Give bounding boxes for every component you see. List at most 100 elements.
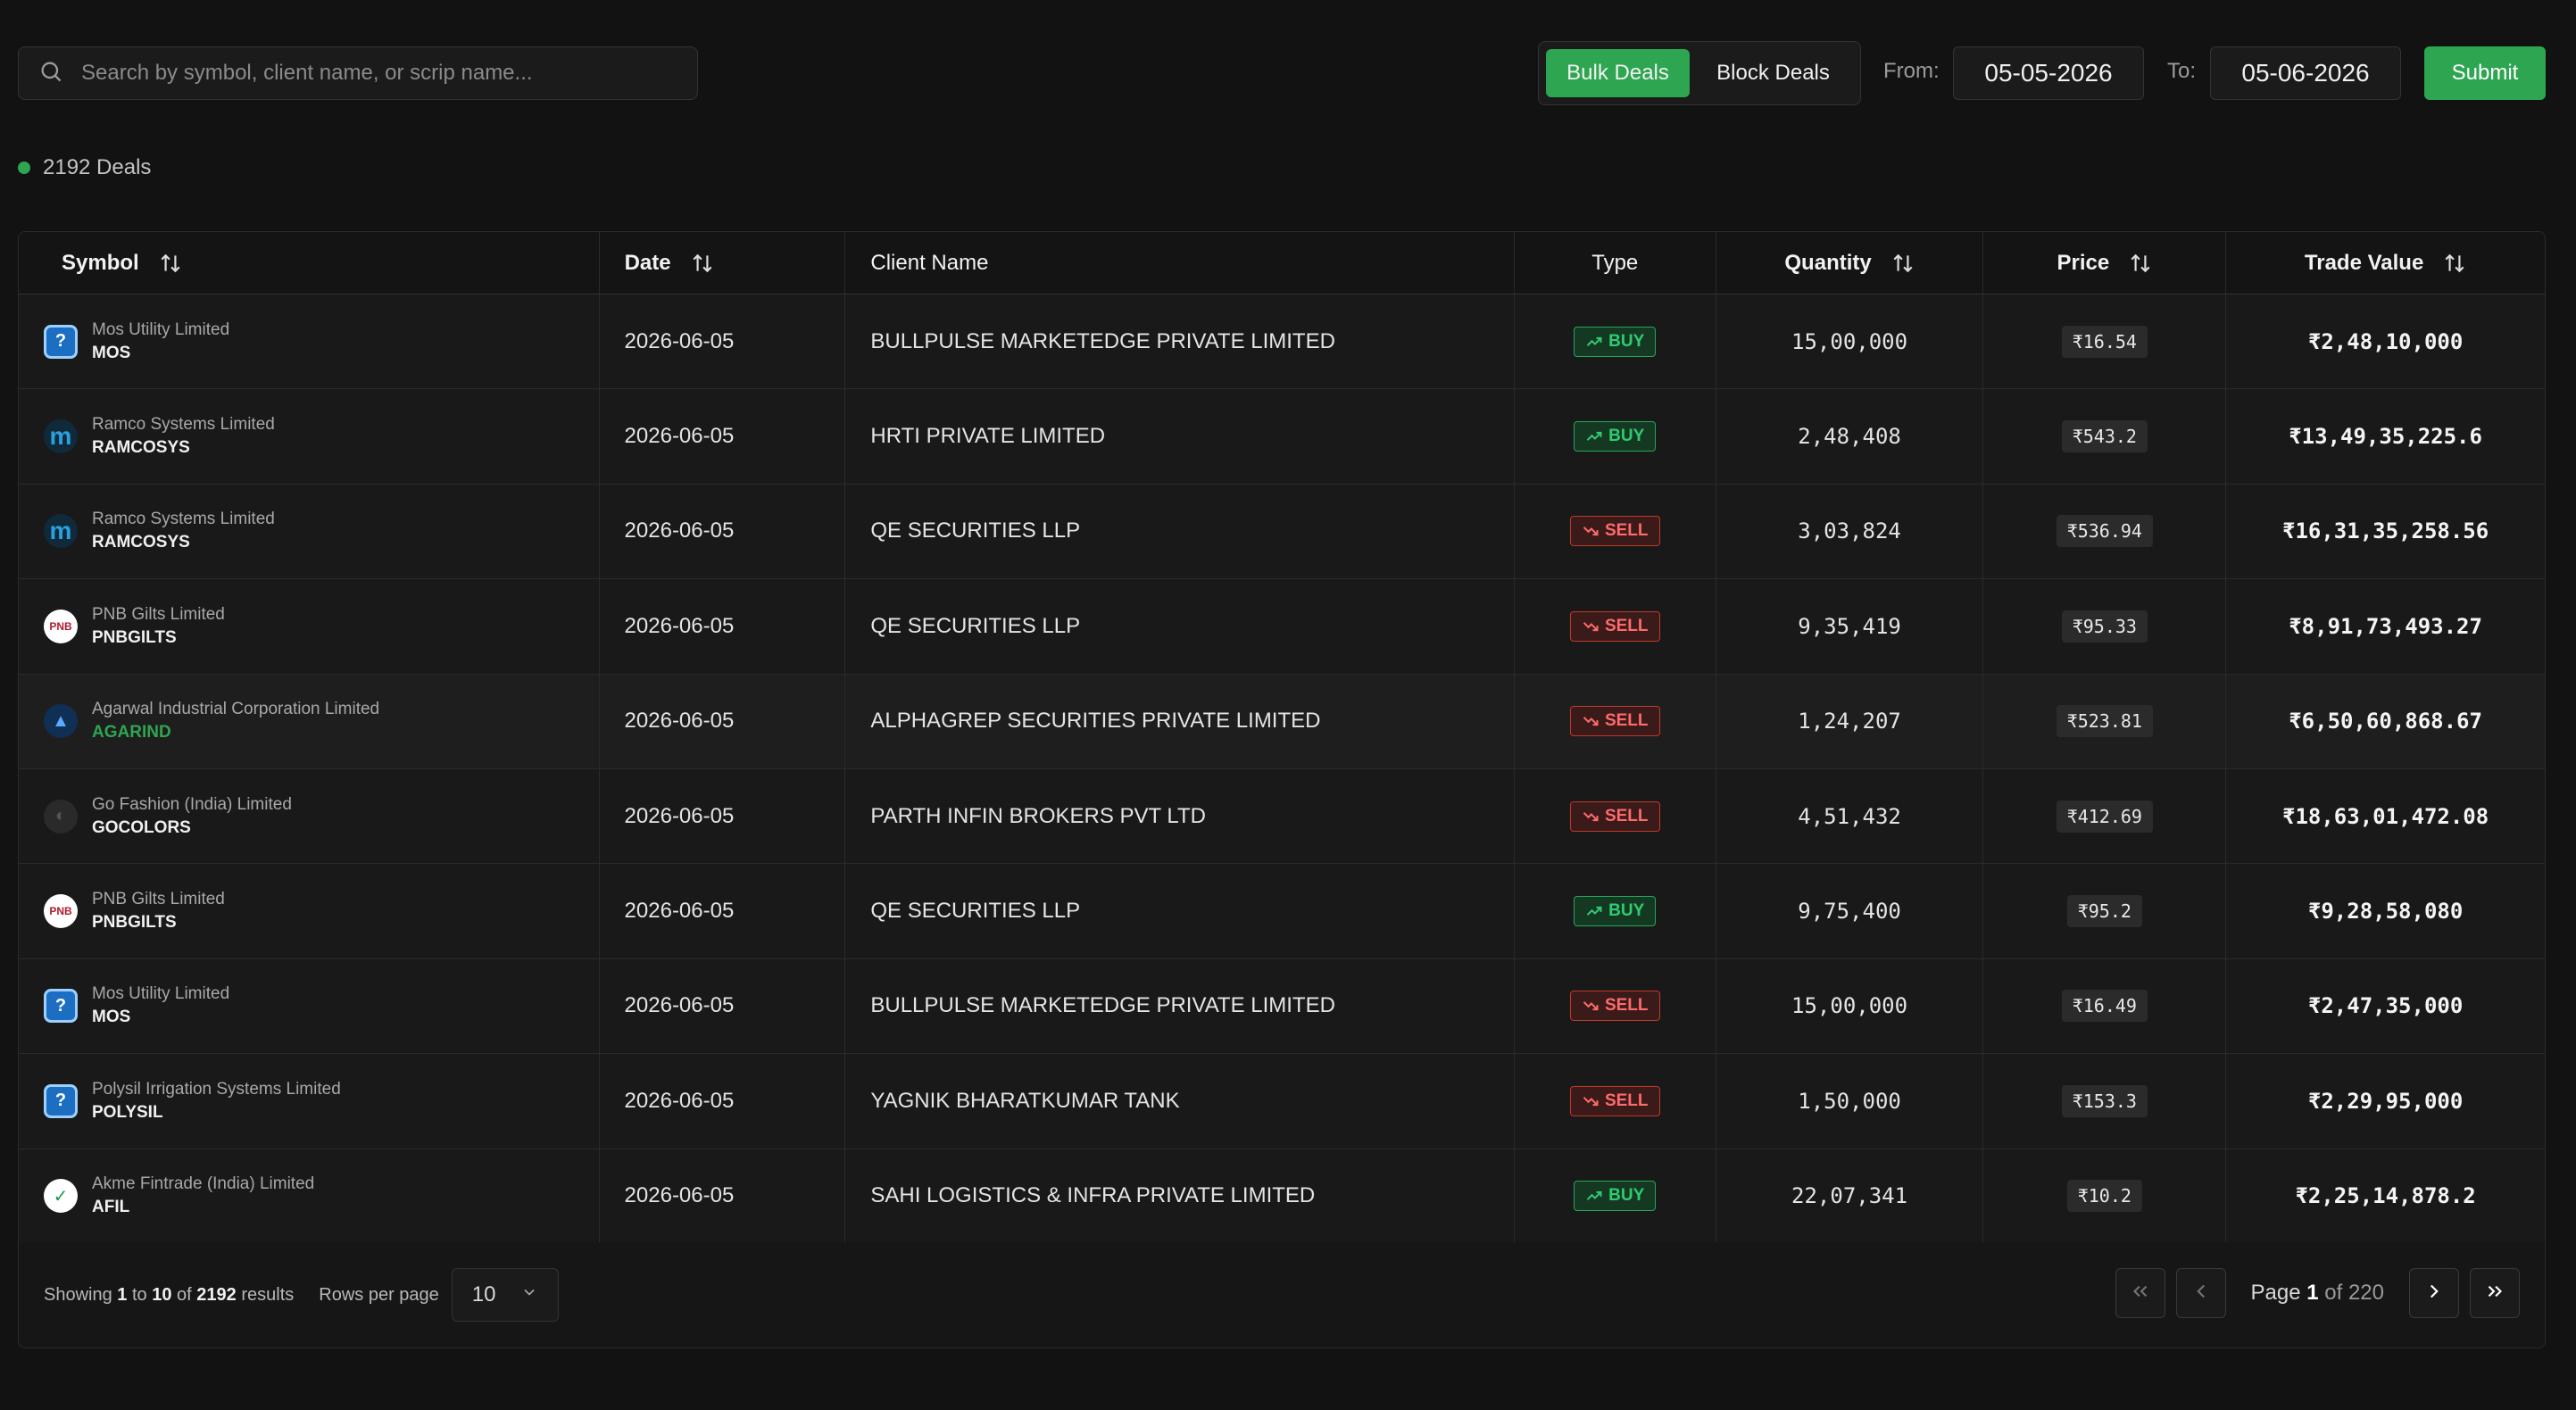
ticker[interactable]: GOCOLORS xyxy=(92,817,191,837)
col-quantity[interactable]: Quantity xyxy=(1716,232,1984,294)
col-symbol[interactable]: Symbol xyxy=(19,232,600,294)
last-page-button[interactable] xyxy=(2470,1268,2520,1318)
ticker[interactable]: PNBGILTS xyxy=(92,627,177,647)
type-cell: BUY xyxy=(1515,294,1716,389)
quantity-cell: 9,75,400 xyxy=(1716,864,1984,958)
quantity-cell: 1,24,207 xyxy=(1716,674,1984,768)
question-logo-icon: ? xyxy=(44,989,78,1024)
ticker[interactable]: RAMCOSYS xyxy=(92,438,190,458)
table-row[interactable]: PNB PNB Gilts Limited PNBGILTS 2026-06-0… xyxy=(19,579,2545,675)
ticker[interactable]: AGARIND xyxy=(92,723,171,742)
question-logo-icon: ? xyxy=(44,1083,78,1118)
table-row[interactable]: ✓ Akme Fintrade (India) Limited AFIL 202… xyxy=(19,1149,2545,1244)
search-box[interactable] xyxy=(18,46,698,100)
buy-badge: BUY xyxy=(1574,896,1657,927)
submit-button[interactable]: Submit xyxy=(2424,46,2546,100)
client-name: QE SECURITIES LLP xyxy=(870,518,1081,543)
client-name: QE SECURITIES LLP xyxy=(870,899,1081,924)
sort-icon[interactable] xyxy=(691,252,714,275)
ticker[interactable]: MOS xyxy=(92,343,131,362)
type-cell: SELL xyxy=(1515,958,1716,1054)
table-row[interactable]: m Ramco Systems Limited RAMCOSYS 2026-06… xyxy=(19,389,2545,485)
trade-value: ₹13,49,35,225.6 xyxy=(2289,424,2482,450)
table-row[interactable]: m Ramco Systems Limited RAMCOSYS 2026-06… xyxy=(19,484,2545,580)
type-cell: SELL xyxy=(1515,1054,1716,1149)
price: ₹95.33 xyxy=(2061,610,2148,643)
trend-down-icon xyxy=(1582,1092,1600,1110)
table-row[interactable]: ◐ Go Fashion (India) Limited GOCOLORS 20… xyxy=(19,768,2545,865)
client-cell: YAGNIK BHARATKUMAR TANK xyxy=(845,1054,1515,1149)
ticker[interactable]: RAMCOSYS xyxy=(92,533,190,552)
type-cell: BUY xyxy=(1515,1149,1716,1243)
table-header: Symbol Date Client Name Type Quantity Pr… xyxy=(19,232,2545,294)
sort-icon[interactable] xyxy=(2129,252,2152,275)
company-name: Go Fashion (India) Limited xyxy=(92,794,292,814)
trade-value-cell: ₹2,29,95,000 xyxy=(2226,1054,2545,1148)
deal-date: 2026-06-05 xyxy=(624,1088,735,1113)
price: ₹10.2 xyxy=(2066,1180,2142,1213)
deal-type: SELL xyxy=(1604,806,1649,825)
trend-down-icon xyxy=(1582,712,1600,730)
ticker[interactable]: POLYSIL xyxy=(92,1102,163,1122)
next-page-button[interactable] xyxy=(2409,1268,2459,1318)
ticker[interactable]: AFIL xyxy=(92,1198,130,1217)
chevron-right-icon xyxy=(2422,1280,2446,1307)
quantity-cell: 2,48,408 xyxy=(1716,389,1984,484)
quantity-cell: 3,03,824 xyxy=(1716,484,1984,579)
afil-logo-icon: ✓ xyxy=(44,1179,78,1214)
chevron-down-icon xyxy=(520,1282,538,1307)
to-label: To: xyxy=(2167,59,2197,83)
sort-icon[interactable] xyxy=(1891,252,1915,275)
sell-badge: SELL xyxy=(1569,991,1660,1022)
first-page-button[interactable] xyxy=(2115,1268,2165,1318)
col-trade-value[interactable]: Trade Value xyxy=(2226,232,2545,294)
trend-up-icon xyxy=(1585,902,1603,920)
ticker[interactable]: MOS xyxy=(92,1008,131,1027)
prev-page-button[interactable] xyxy=(2175,1268,2226,1318)
col-price[interactable]: Price xyxy=(1983,232,2227,294)
symbol-cell: m Ramco Systems Limited RAMCOSYS xyxy=(19,484,600,579)
price: ₹153.3 xyxy=(2061,1084,2148,1117)
rows-per-page-label: Rows per page xyxy=(319,1284,439,1305)
tab-block-deals[interactable]: Block Deals xyxy=(1716,61,1830,85)
from-label: From: xyxy=(1883,59,1940,83)
deal-date: 2026-06-05 xyxy=(624,993,735,1018)
symbol-cell: ? Mos Utility Limited MOS xyxy=(19,294,600,389)
sort-icon[interactable] xyxy=(159,252,182,275)
deal-type: SELL xyxy=(1604,616,1649,635)
trend-up-icon xyxy=(1585,427,1603,445)
table-row[interactable]: ? Mos Utility Limited MOS 2026-06-05 BUL… xyxy=(19,958,2545,1055)
col-date-label: Date xyxy=(624,250,671,275)
search-input[interactable] xyxy=(81,61,652,86)
deal-type: SELL xyxy=(1604,711,1649,731)
trade-value-cell: ₹8,91,73,493.27 xyxy=(2226,579,2545,673)
deal-type: SELL xyxy=(1604,1091,1649,1110)
quantity-cell: 4,51,432 xyxy=(1716,768,1984,864)
table-row[interactable]: ▲ Agarwal Industrial Corporation Limited… xyxy=(19,674,2545,769)
tab-bulk-deals[interactable]: Bulk Deals xyxy=(1546,49,1691,97)
client-name: QE SECURITIES LLP xyxy=(870,613,1081,638)
chevron-left-icon xyxy=(2190,1280,2213,1307)
quantity-cell: 22,07,341 xyxy=(1716,1149,1984,1243)
from-date-input[interactable]: 05-05-2026 xyxy=(1953,46,2144,100)
rows-per-page-select[interactable]: 10 xyxy=(451,1268,559,1322)
sort-icon[interactable] xyxy=(2443,252,2466,275)
ticker[interactable]: PNBGILTS xyxy=(92,913,177,933)
col-date[interactable]: Date xyxy=(600,232,846,294)
type-cell: BUY xyxy=(1515,389,1716,484)
symbol-text: Akme Fintrade (India) Limited AFIL xyxy=(92,1173,314,1219)
table-row[interactable]: ? Mos Utility Limited MOS 2026-06-05 BUL… xyxy=(19,294,2545,390)
quantity-cell: 15,00,000 xyxy=(1716,958,1984,1054)
client-cell: SAHI LOGISTICS & INFRA PRIVATE LIMITED xyxy=(845,1149,1515,1243)
deal-type: BUY xyxy=(1608,331,1645,351)
trade-value-cell: ₹6,50,60,868.67 xyxy=(2226,675,2545,768)
client-cell: BULLPULSE MARKETEDGE PRIVATE LIMITED xyxy=(845,294,1515,389)
type-cell: SELL xyxy=(1515,674,1716,768)
table-row[interactable]: ? Polysil Irrigation Systems Limited POL… xyxy=(19,1054,2545,1149)
deals-count-label: 2192 Deals xyxy=(43,155,152,179)
to-date-input[interactable]: 05-06-2026 xyxy=(2210,46,2401,100)
symbol-cell: PNB PNB Gilts Limited PNBGILTS xyxy=(19,864,600,958)
rows-per-page-value: 10 xyxy=(471,1282,496,1306)
table-row[interactable]: PNB PNB Gilts Limited PNBGILTS 2026-06-0… xyxy=(19,864,2545,959)
date-cell: 2026-06-05 xyxy=(600,579,846,674)
